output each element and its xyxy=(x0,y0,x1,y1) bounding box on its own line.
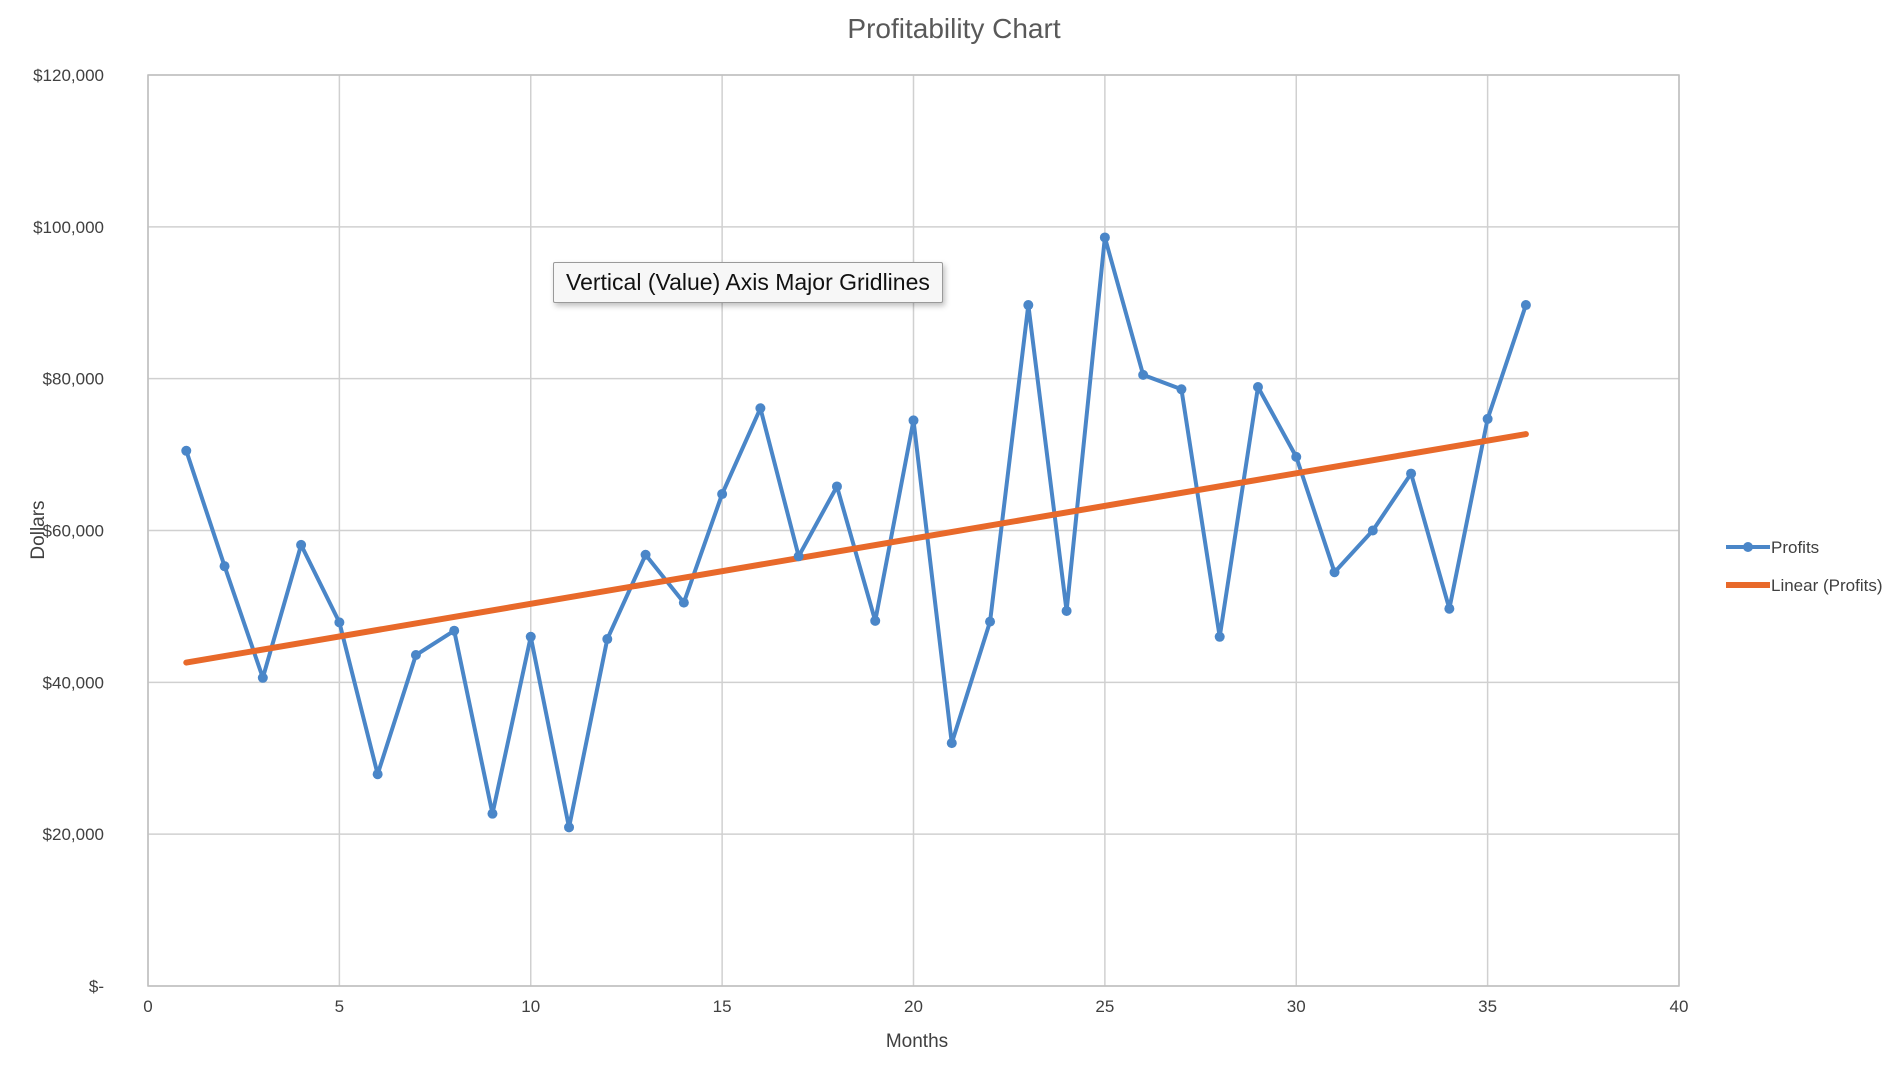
data-point-profits[interactable] xyxy=(1444,603,1455,614)
x-axis-label[interactable]: Months xyxy=(886,1031,948,1052)
trendline-linear-profits[interactable] xyxy=(183,431,1529,666)
gridlines-tooltip: Vertical (Value) Axis Major Gridlines xyxy=(553,262,943,303)
x-axis-tick-labels[interactable]: 0 5 10 15 20 25 30 35 40 xyxy=(143,997,1688,1016)
data-point-profits[interactable] xyxy=(1482,413,1493,424)
data-point-profits[interactable] xyxy=(908,415,919,426)
x-tick-label: 20 xyxy=(904,997,923,1016)
x-tick-label: 0 xyxy=(143,997,152,1016)
x-tick-label: 5 xyxy=(335,997,344,1016)
data-point-profits[interactable] xyxy=(831,481,842,492)
data-point-profits[interactable] xyxy=(1061,605,1072,616)
data-point-profits[interactable] xyxy=(1291,451,1302,462)
legend-marker xyxy=(1743,542,1753,552)
y-tick-label: $40,000 xyxy=(43,673,104,692)
legend-label: Profits xyxy=(1771,538,1819,557)
data-point-profits[interactable] xyxy=(1099,232,1110,243)
data-point-profits[interactable] xyxy=(564,822,575,833)
data-point-profits[interactable] xyxy=(870,615,881,626)
data-point-profits[interactable] xyxy=(946,738,957,749)
y-tick-label: $120,000 xyxy=(33,66,104,85)
data-point-profits[interactable] xyxy=(1176,384,1187,395)
chart-title[interactable]: Profitability Chart xyxy=(847,13,1060,44)
legend[interactable]: Profits Linear (Profits) xyxy=(1726,538,1882,595)
data-point-profits[interactable] xyxy=(602,634,613,645)
data-point-profits[interactable] xyxy=(296,539,307,550)
data-point-profits[interactable] xyxy=(1138,369,1149,380)
legend-item[interactable]: Linear (Profits) xyxy=(1726,576,1882,595)
data-point-profits[interactable] xyxy=(257,672,268,683)
data-point-profits[interactable] xyxy=(181,445,192,456)
y-tick-label: $- xyxy=(89,977,104,996)
x-tick-label: 40 xyxy=(1670,997,1689,1016)
data-point-profits[interactable] xyxy=(1406,468,1417,479)
data-point-profits[interactable] xyxy=(793,551,804,562)
y-tick-label: $20,000 xyxy=(43,825,104,844)
data-point-profits[interactable] xyxy=(1520,300,1531,311)
y-tick-label: $60,000 xyxy=(43,522,104,541)
data-point-profits[interactable] xyxy=(755,403,766,414)
data-point-profits[interactable] xyxy=(372,769,383,780)
data-point-profits[interactable] xyxy=(525,631,536,642)
x-tick-label: 35 xyxy=(1478,997,1497,1016)
data-point-profits[interactable] xyxy=(449,625,460,636)
y-axis-tick-labels[interactable]: $- $20,000 $40,000 $60,000 $80,000 $100,000 $1… xyxy=(33,66,104,996)
data-point-profits[interactable] xyxy=(410,650,421,661)
y-axis-label[interactable]: Dollars xyxy=(28,500,49,559)
data-point-profits[interactable] xyxy=(640,549,651,560)
data-point-profits[interactable] xyxy=(1367,525,1378,536)
data-point-profits[interactable] xyxy=(717,489,728,500)
data-point-profits[interactable] xyxy=(985,616,996,627)
y-tick-label: $80,000 xyxy=(43,370,104,389)
data-point-profits[interactable] xyxy=(1214,631,1225,642)
x-tick-label: 25 xyxy=(1095,997,1114,1016)
series-layer[interactable] xyxy=(181,232,1531,833)
y-tick-label: $100,000 xyxy=(33,218,104,237)
x-tick-label: 30 xyxy=(1287,997,1306,1016)
series-line-profits[interactable] xyxy=(184,235,1528,830)
data-point-profits[interactable] xyxy=(678,597,689,608)
data-point-profits[interactable] xyxy=(1329,567,1340,578)
data-point-profits[interactable] xyxy=(487,808,498,819)
plot-area[interactable] xyxy=(147,74,1680,987)
legend-label: Linear (Profits) xyxy=(1771,576,1882,595)
x-tick-label: 15 xyxy=(713,997,732,1016)
data-point-profits[interactable] xyxy=(219,561,230,572)
legend-item[interactable]: Profits xyxy=(1726,538,1819,557)
vertical-axis-major-gridlines[interactable] xyxy=(147,74,1680,987)
data-point-profits[interactable] xyxy=(1252,382,1263,393)
x-tick-label: 10 xyxy=(521,997,540,1016)
data-point-profits[interactable] xyxy=(1023,300,1034,311)
data-point-profits[interactable] xyxy=(334,617,345,628)
